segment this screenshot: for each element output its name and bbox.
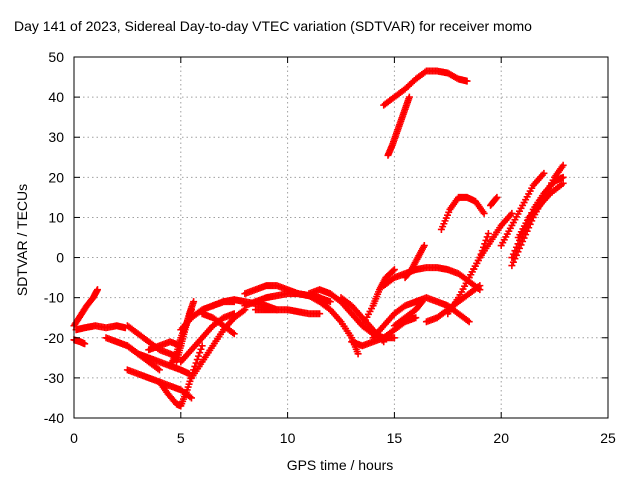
data-point xyxy=(514,240,522,248)
data-point xyxy=(483,233,491,241)
data-point xyxy=(493,193,501,201)
data-point xyxy=(540,169,548,177)
x-tick-label: 25 xyxy=(600,430,616,446)
data-point xyxy=(412,314,420,322)
data-point xyxy=(196,349,204,357)
data-point xyxy=(511,247,519,255)
data-point xyxy=(390,334,398,342)
data-point xyxy=(389,267,397,275)
data-point xyxy=(509,250,517,258)
y-tick-label: -20 xyxy=(44,330,64,346)
data-point xyxy=(326,298,334,306)
y-tick-label: -40 xyxy=(44,410,64,426)
y-tick-label: 40 xyxy=(48,89,64,105)
data-point xyxy=(193,356,201,364)
data-point xyxy=(417,299,425,307)
data-point xyxy=(465,318,473,326)
data-point xyxy=(198,342,206,350)
data-point xyxy=(508,254,516,262)
chart-title: Day 141 of 2023, Sidereal Day-to-day VTE… xyxy=(14,18,532,34)
data-point xyxy=(484,229,492,237)
data-point xyxy=(559,179,567,187)
data-point xyxy=(508,262,516,270)
data-point xyxy=(405,93,413,101)
x-tick-label: 20 xyxy=(493,430,509,446)
data-point xyxy=(239,307,247,315)
x-tick-label: 15 xyxy=(387,430,403,446)
data-point xyxy=(194,352,202,360)
data-point xyxy=(316,310,324,318)
data-point xyxy=(540,193,548,201)
x-axis-label: GPS time / hours xyxy=(286,457,394,473)
data-point xyxy=(476,282,484,290)
y-tick-label: 20 xyxy=(48,169,64,185)
data-point xyxy=(492,195,500,203)
y-tick-label: 50 xyxy=(48,49,64,65)
axis-ticks: 0 5 10 15 20 25 -40 -30 -20 -10 0 10 20 30 40 50 xyxy=(44,49,616,446)
data-point xyxy=(464,317,472,325)
data-point xyxy=(81,340,89,348)
x-tick-label: 10 xyxy=(280,430,296,446)
y-tick-label: -30 xyxy=(44,370,64,386)
data-point xyxy=(559,161,567,169)
x-tick-label: 0 xyxy=(70,430,78,446)
data-point xyxy=(230,330,238,338)
data-point xyxy=(512,243,520,251)
data-point xyxy=(474,283,482,291)
data-point xyxy=(559,173,567,181)
data-point xyxy=(354,350,362,358)
data-point xyxy=(187,394,195,402)
data-point xyxy=(420,242,428,250)
y-tick-label: 0 xyxy=(56,250,64,266)
data-point xyxy=(190,298,198,306)
data-point xyxy=(480,209,488,217)
data-point xyxy=(93,286,101,294)
y-tick-label: -10 xyxy=(44,290,64,306)
data-point xyxy=(418,298,426,306)
y-tick-label: 10 xyxy=(48,209,64,225)
data-point xyxy=(154,365,162,373)
data-point xyxy=(463,77,471,85)
data-point xyxy=(229,329,237,337)
data-point xyxy=(390,266,398,274)
data-point xyxy=(509,258,517,266)
data-point xyxy=(197,345,205,353)
x-tick-label: 5 xyxy=(177,430,185,446)
plot-frame xyxy=(73,56,609,419)
y-tick-label: 30 xyxy=(48,129,64,145)
data-points xyxy=(70,67,567,410)
data-point xyxy=(155,366,163,374)
data-point xyxy=(508,209,516,217)
